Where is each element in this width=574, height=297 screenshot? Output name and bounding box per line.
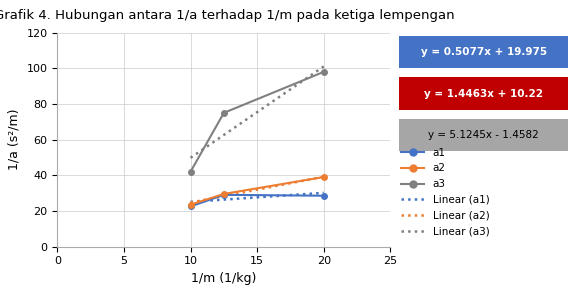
Linear (a3) <box>309 72 316 76</box>
a2 <box>220 192 227 196</box>
a3 <box>187 170 194 173</box>
Text: Grafik 4. Hubungan antara 1/a terhadap 1/m pada ketiga lempengan: Grafik 4. Hubungan antara 1/a terhadap 1… <box>0 9 454 22</box>
a1 <box>220 193 227 197</box>
Linear (a2) <box>213 196 220 199</box>
Linear (a3) <box>313 69 320 73</box>
Text: y = 1.4463x + 10.22: y = 1.4463x + 10.22 <box>424 89 543 99</box>
a2 <box>187 203 194 206</box>
Line: Linear (a1): Linear (a1) <box>191 193 324 202</box>
a2 <box>320 175 327 179</box>
Linear (a2) <box>309 177 316 181</box>
Line: a2: a2 <box>188 174 327 207</box>
Linear (a2) <box>313 176 320 180</box>
Linear (a1) <box>266 195 273 198</box>
Legend: a1, a2, a3, Linear (a1), Linear (a2), Linear (a3): a1, a2, a3, Linear (a1), Linear (a2), Li… <box>401 148 489 236</box>
Linear (a1) <box>256 195 263 199</box>
Linear (a1) <box>218 198 225 202</box>
a3 <box>220 111 227 115</box>
Line: a1: a1 <box>188 192 327 209</box>
Line: Linear (a3): Linear (a3) <box>191 67 324 158</box>
Linear (a3) <box>320 65 327 68</box>
Linear (a3) <box>256 109 263 113</box>
X-axis label: 1/m (1/kg): 1/m (1/kg) <box>191 272 257 285</box>
Linear (a3) <box>187 156 194 159</box>
Linear (a1) <box>309 192 316 195</box>
Linear (a2) <box>256 187 263 191</box>
Linear (a2) <box>218 195 225 198</box>
a1 <box>320 194 327 198</box>
Linear (a2) <box>320 175 327 178</box>
Line: a3: a3 <box>188 69 327 174</box>
Text: y = 5.1245x - 1.4582: y = 5.1245x - 1.4582 <box>428 130 539 140</box>
Linear (a3) <box>218 135 225 138</box>
Line: Linear (a2): Linear (a2) <box>191 177 324 203</box>
a1 <box>187 205 194 208</box>
Linear (a1) <box>213 198 220 202</box>
Y-axis label: 1/a (s²/m): 1/a (s²/m) <box>8 109 21 170</box>
Linear (a3) <box>213 138 220 142</box>
Linear (a1) <box>320 191 327 195</box>
Linear (a1) <box>313 192 320 195</box>
Text: y = 0.5077x + 19.975: y = 0.5077x + 19.975 <box>421 47 546 57</box>
Linear (a2) <box>187 201 194 204</box>
Linear (a3) <box>266 102 273 105</box>
Linear (a1) <box>187 200 194 204</box>
a3 <box>320 70 327 74</box>
Linear (a2) <box>266 185 273 189</box>
